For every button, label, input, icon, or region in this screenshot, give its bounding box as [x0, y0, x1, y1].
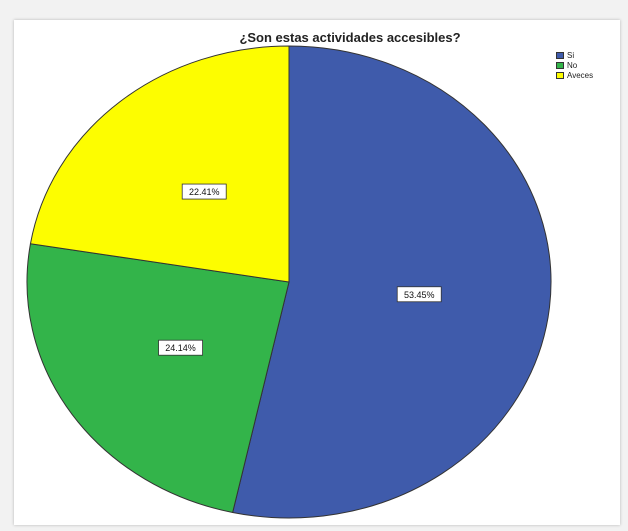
pie-label-no: 24.14% — [158, 339, 203, 356]
legend-swatch-aveces — [556, 71, 564, 79]
chart-legend: Si No Aveces — [556, 50, 593, 80]
legend-label-aveces: Aveces — [567, 70, 594, 80]
legend-label-si: Si — [567, 50, 575, 60]
pie-label-aveces: 22.41% — [181, 183, 227, 200]
legend-item-aveces: Aveces — [556, 70, 593, 80]
pie-label-text: 53.45% — [404, 290, 435, 300]
legend-swatch-no — [556, 61, 564, 69]
legend-item-si: Si — [556, 50, 593, 60]
pie-label-box — [158, 339, 203, 356]
pie-slice-si — [232, 45, 552, 519]
legend-label-no: No — [567, 60, 578, 70]
pie-label-text: 22.41% — [189, 187, 220, 197]
pie-slice-aveces — [29, 45, 290, 283]
pie-label-text: 24.14% — [165, 343, 196, 353]
pie-label-box — [396, 286, 442, 303]
legend-swatch-si — [556, 51, 564, 59]
pie-label-si: 53.45% — [396, 286, 442, 303]
pie-label-box — [181, 183, 227, 200]
chart-title: ¿Son estas actividades accesibles? — [239, 30, 461, 45]
legend-item-no: No — [556, 60, 593, 70]
pie-slice-no — [26, 243, 290, 514]
